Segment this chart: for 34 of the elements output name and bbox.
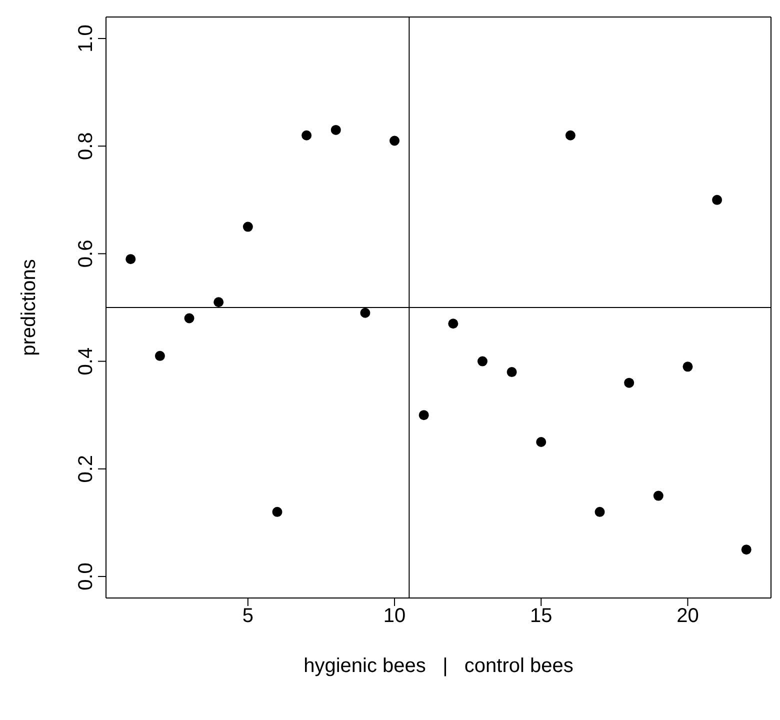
x-tick-label: 10 — [383, 605, 406, 628]
point — [360, 308, 370, 318]
point — [214, 297, 224, 308]
point — [506, 367, 517, 378]
point — [741, 544, 752, 555]
y-axis-title: predictions — [18, 259, 40, 356]
x-tick-label: 5 — [242, 605, 254, 628]
point — [653, 490, 664, 501]
y-tick-label: 1.0 — [75, 24, 97, 52]
point — [126, 254, 136, 264]
point — [536, 436, 546, 447]
point — [594, 506, 605, 517]
x-axis-title: hygienic bees | control bees — [304, 655, 574, 677]
point — [184, 313, 194, 324]
y-tick-label: 0.0 — [75, 562, 97, 590]
point — [154, 350, 165, 361]
point — [390, 136, 400, 146]
y-tick-label: 0.4 — [75, 347, 97, 376]
x-tick-label: 20 — [676, 605, 699, 628]
y-tick-label: 0.8 — [75, 132, 97, 160]
y-tick-label: 0.6 — [75, 240, 97, 268]
point — [712, 194, 722, 205]
point — [682, 362, 693, 372]
x-tick-label: 15 — [530, 605, 552, 628]
point — [418, 410, 429, 420]
point — [565, 130, 576, 140]
point — [330, 124, 341, 135]
point — [302, 130, 312, 140]
y-tick-label: 0.2 — [75, 454, 97, 483]
point — [448, 318, 458, 329]
point — [477, 356, 488, 366]
point — [624, 378, 634, 388]
point — [272, 506, 282, 517]
point — [242, 222, 253, 232]
